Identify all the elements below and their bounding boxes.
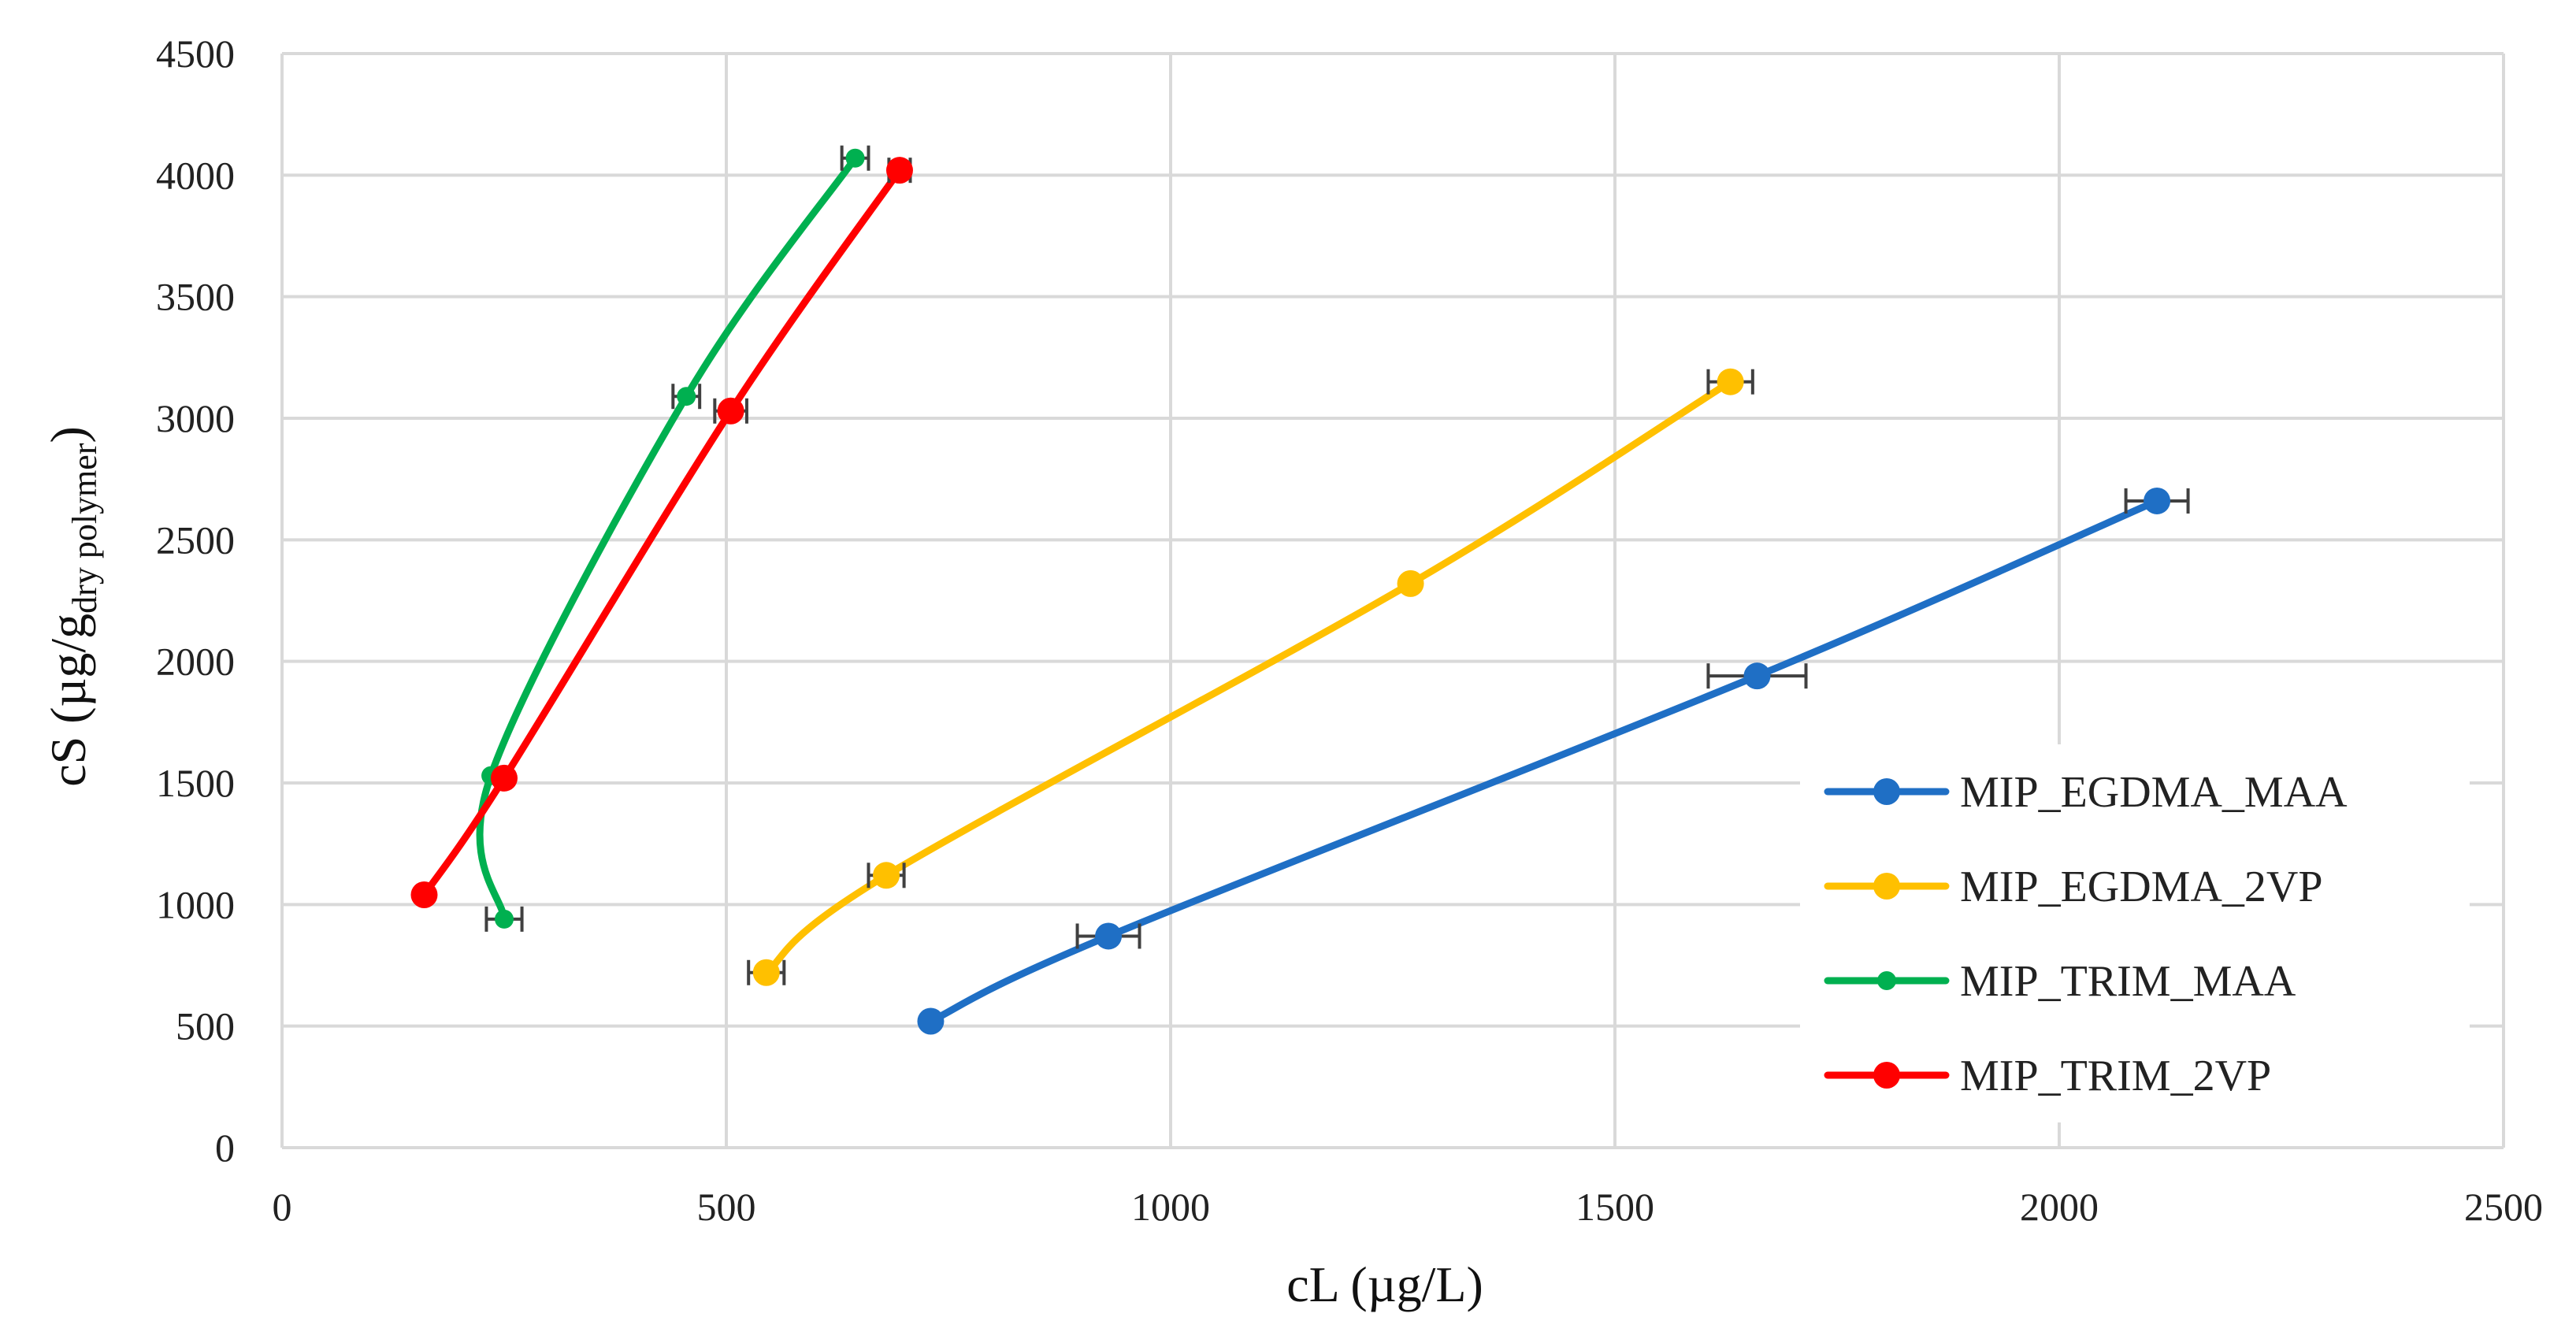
data-point bbox=[717, 397, 744, 425]
y-tick-label: 2500 bbox=[156, 518, 235, 562]
series bbox=[410, 145, 2190, 1035]
data-point bbox=[752, 959, 780, 986]
y-tick-label: 3500 bbox=[156, 275, 235, 319]
series-line bbox=[763, 378, 1735, 977]
legend-swatch-marker bbox=[1873, 873, 1900, 900]
series-line bbox=[476, 154, 859, 923]
series-mip-trim-2vp bbox=[410, 157, 913, 908]
data-point bbox=[1095, 922, 1123, 950]
y-tick-label: 500 bbox=[176, 1004, 235, 1048]
legend-swatch-marker bbox=[1873, 1062, 1900, 1089]
axes bbox=[280, 54, 2504, 1149]
legend-swatch-marker bbox=[1877, 971, 1896, 990]
tick-labels: 0 500 1000 1500 2000 2500 3000 3500 4000 4500 0 500… bbox=[156, 32, 2543, 1229]
legend-label: MIP_TRIM_MAA bbox=[1960, 957, 2296, 1006]
y-tick-label: 4500 bbox=[156, 32, 235, 76]
series-mip-egdma-2vp bbox=[747, 368, 1754, 986]
y-axis-title-main: cS (µg/g bbox=[40, 614, 96, 787]
gridlines bbox=[282, 52, 2505, 1148]
data-point bbox=[677, 387, 696, 406]
legend-item: MIP_EGDMA_MAA bbox=[1824, 768, 2348, 817]
legend: MIP_EGDMA_MAA MIP_EGDMA_2VP MIP_TRIM_MAA MI… bbox=[1800, 744, 2470, 1122]
y-axis-title: cS (µg/gdry polymer) bbox=[40, 426, 104, 787]
series-mip-egdma-maa bbox=[917, 487, 2190, 1035]
y-tick-label: 2000 bbox=[156, 640, 235, 684]
data-point bbox=[410, 881, 438, 908]
y-tick-label: 1500 bbox=[156, 761, 235, 805]
x-tick-label: 2000 bbox=[2020, 1185, 2099, 1229]
y-tick-label: 3000 bbox=[156, 396, 235, 440]
data-point bbox=[885, 157, 913, 184]
data-point bbox=[495, 909, 514, 929]
y-tick-label: 1000 bbox=[156, 882, 235, 926]
legend-label: MIP_TRIM_2VP bbox=[1960, 1052, 2271, 1100]
x-axis-title: cL (µg/L) bbox=[1286, 1256, 1483, 1312]
data-point bbox=[873, 862, 900, 889]
y-axis-title-subscript: dry polymer bbox=[65, 443, 104, 614]
x-tick-label: 500 bbox=[697, 1185, 756, 1229]
y-tick-label: 4000 bbox=[156, 153, 235, 197]
data-point bbox=[1743, 662, 1771, 690]
x-tick-label: 0 bbox=[273, 1185, 292, 1229]
data-point bbox=[917, 1007, 945, 1035]
data-point bbox=[1717, 368, 1744, 395]
data-point bbox=[1397, 569, 1424, 597]
legend-item: MIP_EGDMA_2VP bbox=[1824, 863, 2323, 911]
y-tick-label: 0 bbox=[215, 1126, 235, 1170]
series-line bbox=[926, 497, 2161, 1025]
legend-item: MIP_TRIM_MAA bbox=[1824, 957, 2296, 1006]
data-point bbox=[2144, 487, 2171, 514]
x-tick-label: 1000 bbox=[1131, 1185, 1210, 1229]
x-tick-label: 2500 bbox=[2464, 1185, 2543, 1229]
x-tick-label: 1500 bbox=[1576, 1185, 1654, 1229]
legend-label: MIP_EGDMA_MAA bbox=[1960, 768, 2348, 817]
legend-swatch-marker bbox=[1873, 778, 1900, 805]
legend-background bbox=[1800, 744, 2470, 1122]
legend-label: MIP_EGDMA_2VP bbox=[1960, 863, 2323, 911]
legend-item: MIP_TRIM_2VP bbox=[1824, 1052, 2271, 1100]
data-point bbox=[845, 148, 865, 168]
y-axis-title-close: ) bbox=[40, 426, 96, 443]
data-point bbox=[491, 764, 518, 792]
series-line bbox=[420, 166, 904, 899]
